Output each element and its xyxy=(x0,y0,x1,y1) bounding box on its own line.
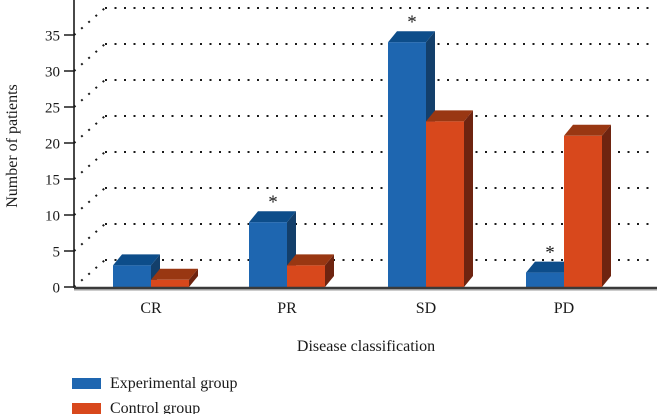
gridline-diagonal xyxy=(73,115,106,144)
y-tick-label: 5 xyxy=(53,245,61,261)
legend: Experimental group Control group xyxy=(72,371,238,414)
bar-top-face xyxy=(113,254,160,266)
bar-front-face xyxy=(388,42,426,288)
bar-control-SD xyxy=(426,110,473,288)
gridlines xyxy=(73,7,656,288)
gridline-diagonal xyxy=(73,43,106,72)
legend-label-control: Control group xyxy=(110,399,201,414)
bar-control-PR xyxy=(287,254,334,287)
legend-label-experimental: Experimental group xyxy=(110,374,238,392)
bar-front-face xyxy=(426,121,464,288)
gridline-diagonal xyxy=(73,223,106,252)
y-tick-label: 0 xyxy=(53,281,61,297)
bar-front-face xyxy=(526,272,564,287)
gridline-diagonal xyxy=(73,151,106,180)
y-tick-label: 10 xyxy=(45,209,60,225)
bar-side-face xyxy=(189,268,198,287)
y-tick-label: 25 xyxy=(45,101,60,117)
bar-top-face xyxy=(426,110,473,122)
bar-control-PD xyxy=(564,124,611,287)
bar-side-face xyxy=(602,124,611,287)
bar-side-face xyxy=(464,110,473,288)
y-axis-title: Number of patients xyxy=(4,84,21,208)
gridline-diagonal xyxy=(73,7,106,36)
significance-asterisk: * xyxy=(545,243,555,264)
bar-front-face xyxy=(151,279,189,287)
gridline-diagonal xyxy=(73,187,106,216)
y-tick-label: 15 xyxy=(45,173,60,189)
significance-asterisk: * xyxy=(407,12,417,33)
legend-item-experimental: Experimental group xyxy=(72,371,238,396)
legend-swatch-control-icon xyxy=(72,403,101,414)
category-label: PD xyxy=(554,300,574,317)
bar-side-face xyxy=(325,254,334,287)
category-label: CR xyxy=(140,300,162,317)
significance-asterisk: * xyxy=(268,192,278,213)
y-tick-label: 20 xyxy=(45,137,60,153)
bar-control-CR xyxy=(151,268,198,287)
legend-item-control: Control group xyxy=(72,396,238,414)
gridline-diagonal xyxy=(73,259,106,288)
category-label: SD xyxy=(416,300,436,317)
y-tick-label: 35 xyxy=(45,29,60,45)
category-label: PR xyxy=(277,300,297,317)
legend-swatch-experimental-icon xyxy=(72,378,101,389)
bar-top-face xyxy=(249,211,296,223)
x-axis-title: Disease classification xyxy=(296,338,436,355)
bar-top-face xyxy=(564,124,611,136)
bar-top-face xyxy=(388,31,435,43)
bar-front-face xyxy=(287,265,325,287)
bar-front-face xyxy=(249,222,287,287)
gridline-diagonal xyxy=(73,79,106,108)
bar-front-face xyxy=(564,135,602,287)
bar-top-face xyxy=(526,261,573,273)
bar-top-face xyxy=(151,268,198,280)
bar-front-face xyxy=(113,265,151,287)
y-tick-label: 30 xyxy=(45,65,60,81)
bar-top-face xyxy=(287,254,334,266)
